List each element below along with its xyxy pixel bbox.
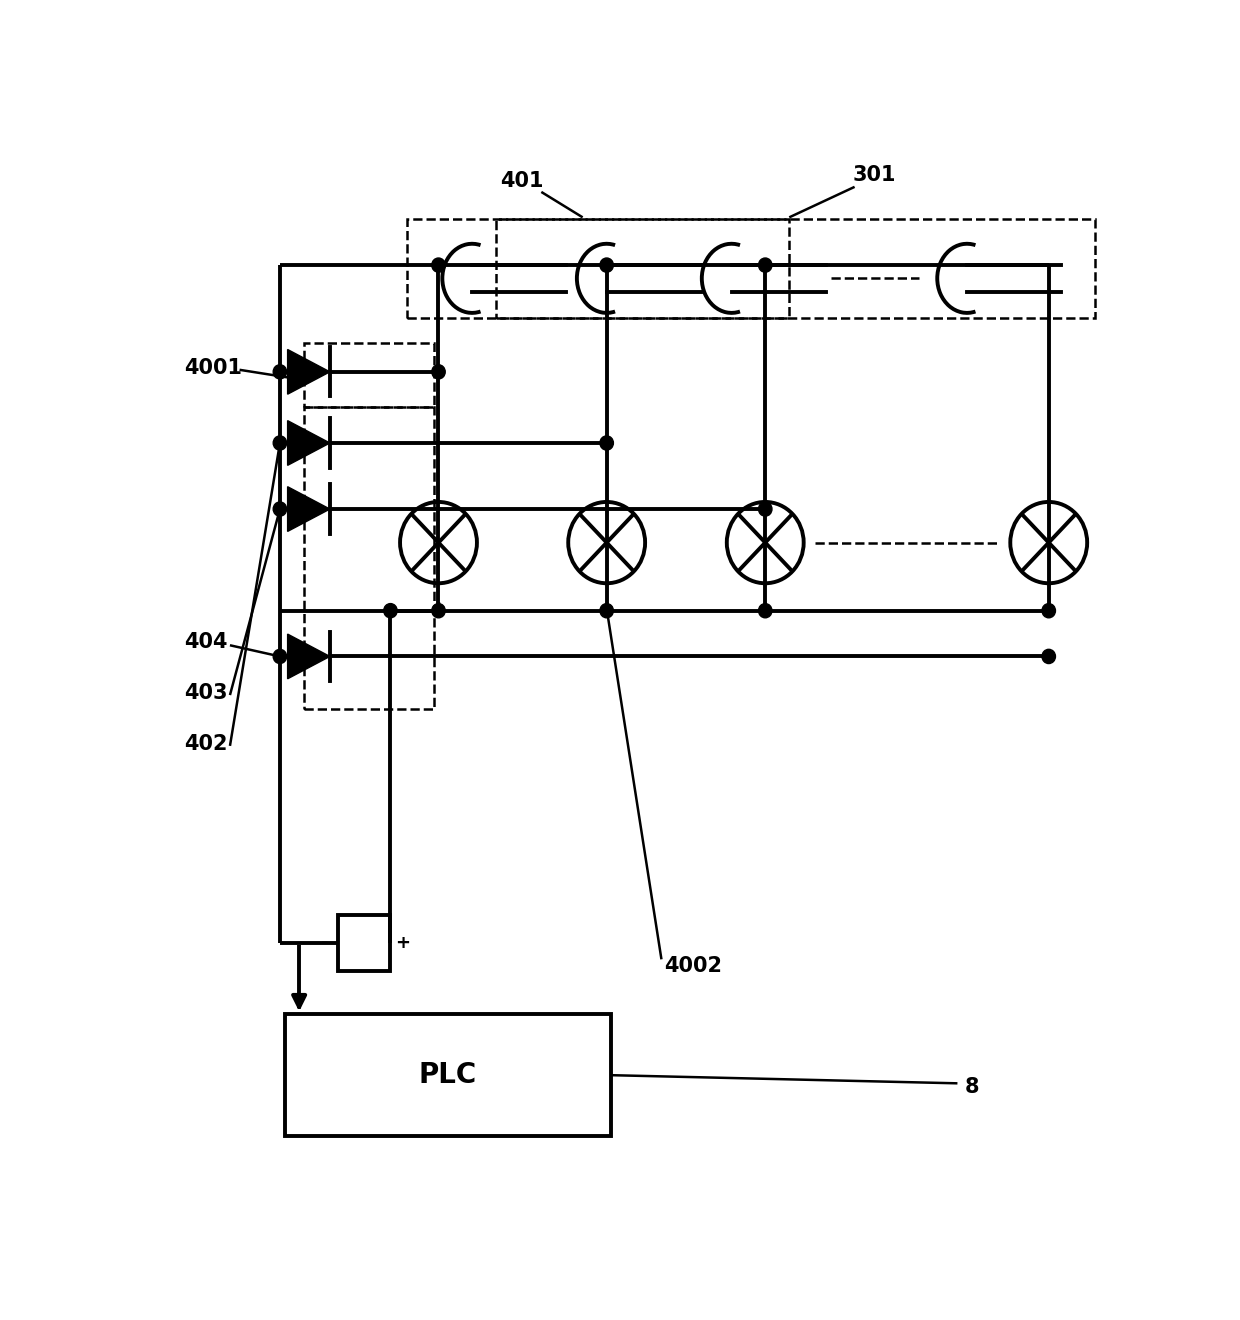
Text: -: - [321,935,329,952]
Text: 4002: 4002 [665,956,723,975]
Circle shape [759,502,773,516]
Text: +: + [759,599,771,615]
Circle shape [273,649,286,664]
Text: +: + [600,599,613,615]
Polygon shape [288,421,330,466]
Circle shape [383,603,397,618]
Circle shape [273,364,286,379]
Text: +: + [432,599,445,615]
Text: 402: 402 [184,734,227,754]
Bar [285,1014,611,1137]
Bar [337,915,391,972]
Text: PLC: PLC [419,1061,477,1089]
Circle shape [1042,649,1055,664]
Text: 4001: 4001 [184,358,242,378]
Text: +: + [396,935,410,952]
Circle shape [1042,603,1055,618]
Bar [496,219,1095,318]
Circle shape [600,257,614,272]
Circle shape [600,603,614,618]
Circle shape [432,603,445,618]
Circle shape [759,603,773,618]
Circle shape [600,436,614,450]
Polygon shape [288,487,330,532]
Polygon shape [288,350,330,395]
Circle shape [432,364,445,379]
Text: 401: 401 [501,170,544,191]
Bar [304,408,434,709]
Polygon shape [288,634,330,678]
Text: 404: 404 [184,632,227,652]
Circle shape [759,257,773,272]
Bar [304,343,434,408]
Text: 301: 301 [852,165,895,185]
Circle shape [273,436,286,450]
Text: 403: 403 [184,684,227,704]
Circle shape [273,502,286,516]
Text: 8: 8 [965,1077,980,1097]
Text: +: + [1043,599,1055,615]
Circle shape [432,257,445,272]
Bar [407,219,789,318]
